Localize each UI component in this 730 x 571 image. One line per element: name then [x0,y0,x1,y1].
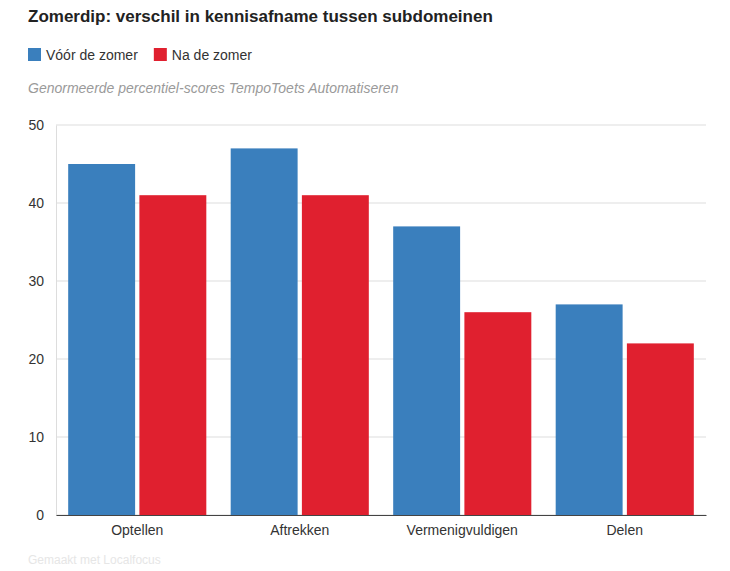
bar [556,304,623,515]
x-tick: Vermenigvuldigen [407,515,518,538]
y-tick: 50 [28,117,56,133]
x-tick-label: Delen [606,522,643,538]
y-axis: 0 10 20 30 40 50 [28,117,56,523]
bar [68,164,135,515]
y-tick: 30 [28,273,56,289]
y-tick: 10 [28,429,56,445]
title: Zomerdip: verschil in kennisafname tusse… [28,7,493,26]
y-tick-label: 40 [28,195,44,211]
x-tick-label: Optellen [111,522,163,538]
source: Gemaakt met Localfocus [28,553,161,567]
bars [68,148,694,515]
y-tick: 0 [36,507,56,523]
x-tick: Delen [606,515,643,538]
y-tick-label: 0 [36,507,44,523]
grid [56,125,706,515]
x-tick-label: Vermenigvuldigen [407,522,518,538]
bar [302,195,369,515]
legend-label: Na de zomer [172,47,252,63]
legend-swatch [28,48,41,61]
y-tick-label: 30 [28,273,44,289]
legend-swatch [154,48,167,61]
grid-line [56,125,706,126]
x-tick-label: Aftrekken [270,522,329,538]
legend-label: Vóór de zomer [46,47,138,63]
y-tick-label: 20 [28,351,44,367]
legend: Vóór de zomer Na de zomer [28,47,252,63]
bar [393,226,460,515]
subtitle: Genormeerde percentiel-scores TempoToets… [28,80,399,96]
y-axis-line [56,126,57,516]
y-tick-label: 50 [28,117,44,133]
x-tick: Optellen [111,515,163,538]
bar [464,312,531,515]
x-axis: Optellen Aftrekken Vermenigvuldigen Delen [57,515,707,538]
bar [231,148,298,515]
x-axis-line [57,515,707,516]
bar [627,343,694,515]
chart: Zomerdip: verschil in kennisafname tusse… [0,0,730,571]
y-tick: 40 [28,195,56,211]
y-tick-label: 10 [28,429,44,445]
y-tick: 20 [28,351,56,367]
bar [139,195,206,515]
x-tick: Aftrekken [270,515,329,538]
